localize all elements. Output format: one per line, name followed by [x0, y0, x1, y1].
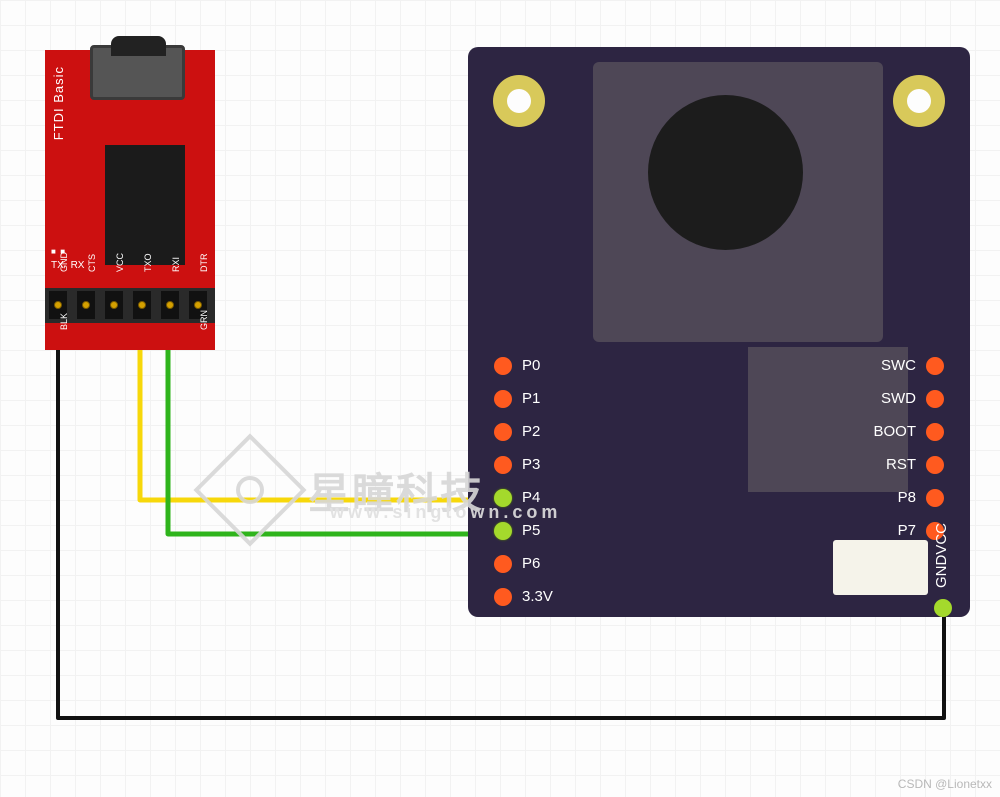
pin-boot-label: BOOT — [873, 423, 916, 440]
pin-p0[interactable] — [494, 357, 512, 375]
pin-p2-label: P2 — [522, 423, 540, 440]
pin-swc-label: SWC — [881, 357, 916, 374]
camera-lens — [648, 95, 803, 250]
pin-p6[interactable] — [494, 555, 512, 573]
solder-hole — [194, 301, 202, 309]
pin-swd-label: SWD — [881, 390, 916, 407]
pin-swd[interactable] — [926, 390, 944, 408]
pin-p5[interactable] — [494, 522, 512, 540]
pin-p8[interactable] — [926, 489, 944, 507]
pin-p2[interactable] — [494, 423, 512, 441]
ftdi-rx-label: RX — [71, 260, 85, 271]
pin-rst-label: RST — [886, 456, 916, 473]
pin-3v3[interactable] — [494, 588, 512, 606]
pin-gndvcc[interactable] — [934, 599, 952, 617]
ftdi-usb-mini — [90, 45, 185, 100]
pin-p5-label: P5 — [522, 522, 540, 539]
solder-hole — [54, 301, 62, 309]
pin-p1[interactable] — [494, 390, 512, 408]
camera-board: P0 P1 P2 P3 P4 P5 P6 3.3V SWC SWD BOOT R… — [468, 47, 970, 617]
mount-hole-left — [493, 75, 545, 127]
pin-p1-label: P1 — [522, 390, 540, 407]
ftdi-pin-gnd-label: GND — [59, 252, 69, 272]
ftdi-board: FTDI Basic ■ ■ TX RX GND CTS VCC TXO RXI… — [45, 50, 215, 350]
solder-hole — [138, 301, 146, 309]
ftdi-label-strip — [45, 323, 215, 350]
ftdi-pin-vcc-label: VCC — [115, 252, 125, 272]
ftdi-pin-cts-label: CTS — [87, 252, 97, 272]
pin-p4[interactable] — [494, 489, 512, 507]
ftdi-grn-label: GRN — [199, 310, 209, 330]
pin-p3-label: P3 — [522, 456, 540, 473]
pin-p3[interactable] — [494, 456, 512, 474]
ftdi-ic — [105, 145, 185, 265]
solder-hole — [166, 301, 174, 309]
pin-boot[interactable] — [926, 423, 944, 441]
pin-p6-label: P6 — [522, 555, 540, 572]
ftdi-pin-rxi-label: RXI — [171, 252, 181, 272]
ftdi-pin-txo-label: TXO — [143, 252, 153, 272]
pin-p4-label: P4 — [522, 489, 540, 506]
solder-hole — [82, 301, 90, 309]
pin-gndvcc-label: GNDVCC — [933, 523, 950, 588]
pin-3v3-label: 3.3V — [522, 588, 553, 605]
mount-hole-right — [893, 75, 945, 127]
solder-hole — [110, 301, 118, 309]
pin-p7-label: P7 — [898, 522, 916, 539]
ftdi-pin-dtr-label: DTR — [199, 252, 209, 272]
pin-rst[interactable] — [926, 456, 944, 474]
pin-p8-label: P8 — [898, 489, 916, 506]
attribution: CSDN @Lionetxx — [898, 777, 992, 791]
camera-connector — [833, 540, 928, 595]
pin-p0-label: P0 — [522, 357, 540, 374]
ftdi-blk-label: BLK — [59, 310, 69, 330]
ftdi-title: FTDI Basic — [51, 66, 66, 140]
pin-swc[interactable] — [926, 357, 944, 375]
